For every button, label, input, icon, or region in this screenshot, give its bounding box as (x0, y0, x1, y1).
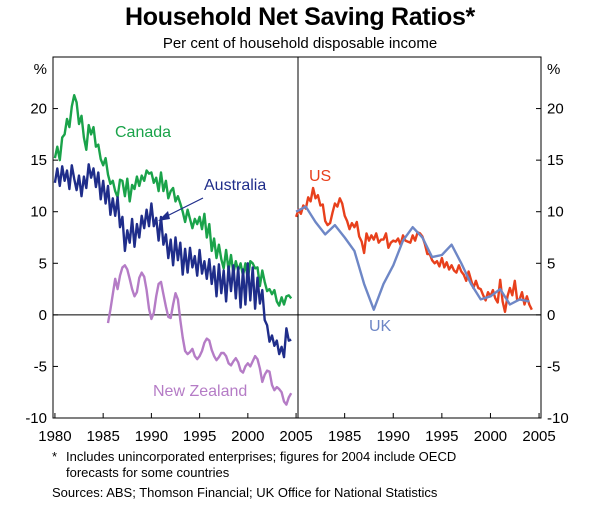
y-tick-label-right: 20 (547, 101, 564, 118)
y-tick-label-right: 15 (547, 152, 564, 169)
x-tick-label: 1995 (425, 428, 458, 445)
y-tick-label-right: -10 (547, 410, 569, 427)
series-label-us: US (309, 168, 331, 185)
sources-note: Sources: ABS; Thomson Financial; UK Offi… (52, 485, 438, 500)
x-tick-label: 1990 (135, 428, 168, 445)
series-label-uk: UK (369, 318, 392, 335)
x-tick-label: 1995 (183, 428, 216, 445)
x-tick-label: 1990 (377, 428, 410, 445)
y-axis-unit-right: % (547, 61, 560, 78)
series-line-australia (53, 163, 292, 359)
y-tick-label-left: 5 (39, 255, 47, 272)
series-line-uk (295, 205, 530, 311)
x-tick-label: 1985 (328, 428, 361, 445)
series-label-canada: Canada (115, 124, 171, 141)
series-line-canada (53, 93, 293, 307)
x-tick-label: 1980 (38, 428, 71, 445)
x-tick-label: 2005 (522, 428, 555, 445)
y-tick-label-right: 5 (547, 255, 555, 272)
australia-pointer-arrowhead (158, 211, 170, 221)
australia-pointer-line (164, 197, 204, 218)
x-tick-label: 2005 (279, 428, 312, 445)
footnote-line-2: forecasts for some countries (66, 465, 230, 480)
x-tick-label: 2000 (231, 428, 264, 445)
y-tick-label-left: 10 (30, 204, 47, 221)
y-tick-label-right: -5 (547, 358, 560, 375)
series-label-australia: Australia (204, 177, 266, 194)
y-tick-label-left: 15 (30, 152, 47, 169)
footnote: * Includes unincorporated enterprises; fi… (52, 449, 456, 481)
y-tick-label-right: 10 (547, 204, 564, 221)
plot-frame (52, 56, 542, 419)
x-tick-label: 1985 (86, 428, 119, 445)
y-tick-label-left: 20 (30, 101, 47, 118)
y-tick-label-left: -5 (34, 358, 47, 375)
x-tick-label: 2000 (474, 428, 507, 445)
chart-subtitle: Per cent of household disposable income (162, 35, 438, 52)
y-tick-label-left: 0 (39, 307, 47, 324)
y-tick-label-left: -10 (25, 410, 47, 427)
y-tick-label-right: 0 (547, 307, 555, 324)
series-line-new-zealand (106, 264, 293, 406)
footnote-asterisk: * (52, 449, 58, 464)
footnote-line-1: Includes unincorporated enterprises; fig… (66, 449, 457, 464)
series-label-new-zealand: New Zealand (153, 383, 247, 400)
y-axis-unit-left: % (34, 61, 47, 78)
chart-title: Household Net Saving Ratios* (125, 3, 475, 31)
series-line-us (294, 186, 533, 313)
